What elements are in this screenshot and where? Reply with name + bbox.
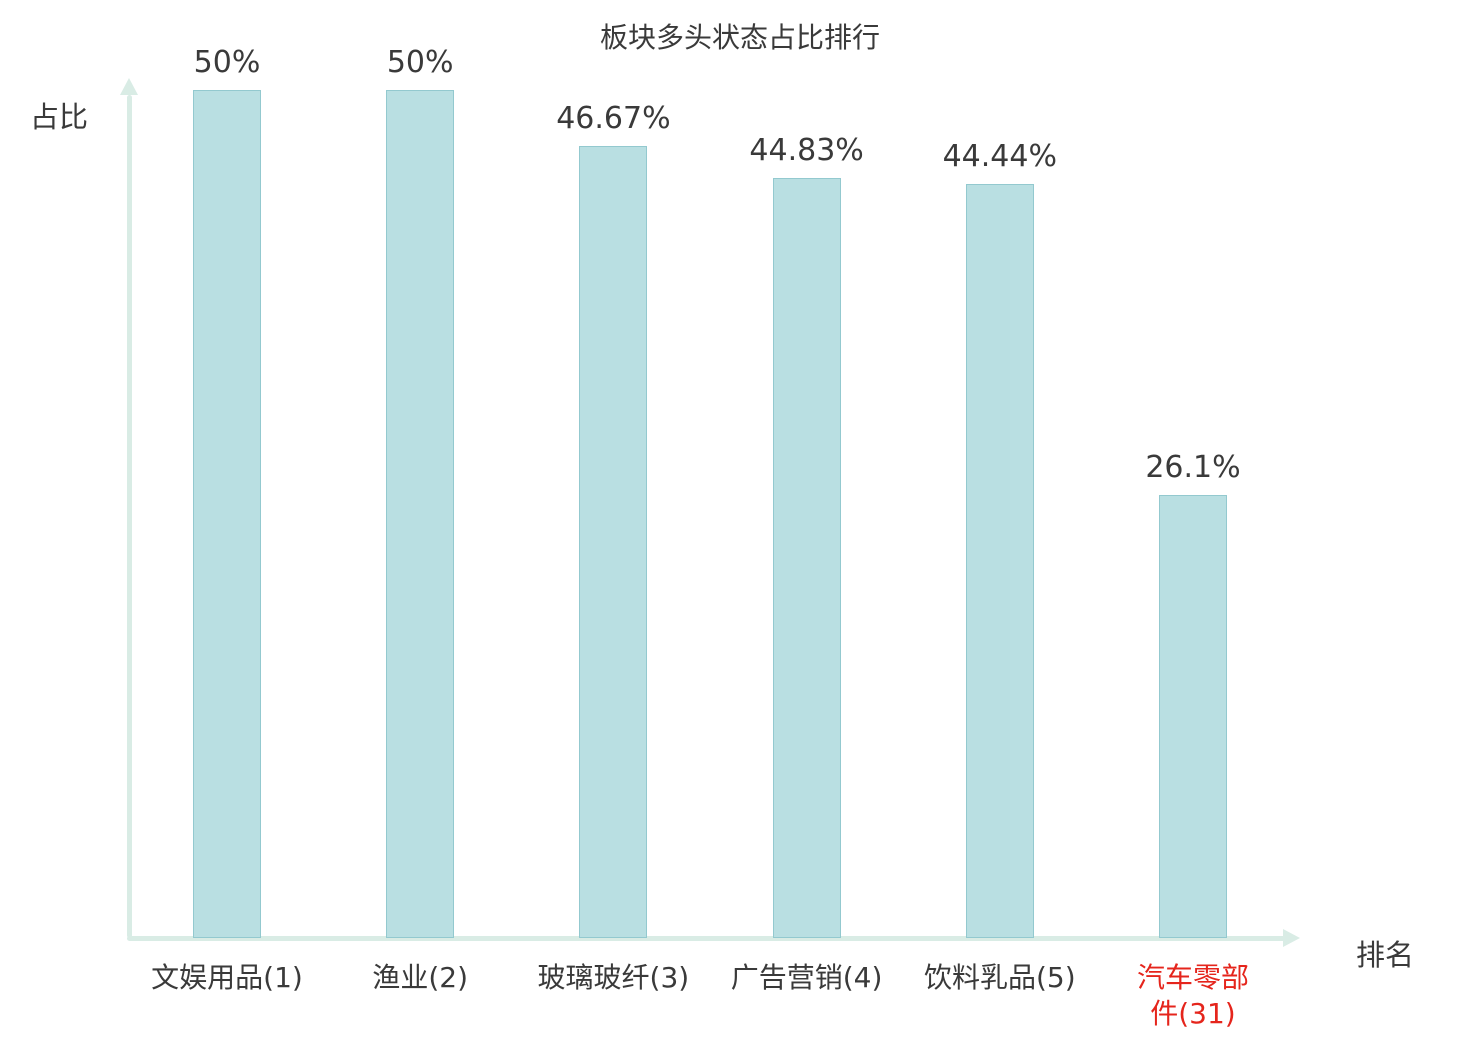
- bar-value-label: 44.44%: [942, 139, 1057, 175]
- y-axis-arrow-icon: [120, 78, 138, 95]
- x-axis-arrow-icon: [1283, 929, 1300, 947]
- bar-category-label: 汽车零部件(31): [1136, 961, 1249, 1031]
- bar: [386, 90, 455, 938]
- bar: [1159, 495, 1227, 938]
- bar-category-label: 玻璃玻纤(3): [537, 961, 690, 994]
- bar: [579, 146, 648, 938]
- y-axis-label: 占比: [30, 100, 89, 134]
- bar-value-label: 50%: [386, 45, 454, 80]
- bar: [193, 90, 261, 938]
- bar: [965, 184, 1034, 938]
- bar: [772, 177, 841, 938]
- bar-value-label: 50%: [193, 45, 261, 80]
- bar-category-label: 广告营销(4): [730, 961, 883, 994]
- bar-category-label: 渔业(2): [372, 961, 469, 994]
- x-axis-label: 排名: [1356, 938, 1415, 972]
- bar-value-label: 46.67%: [556, 101, 671, 137]
- y-axis-line: [127, 95, 132, 938]
- bar-category-label: 饮料乳品(5): [923, 961, 1076, 994]
- chart-title: 板块多头状态占比排行: [599, 21, 880, 54]
- x-axis-line: [127, 936, 1285, 941]
- bar-value-label: 44.83%: [749, 132, 864, 168]
- bar-value-label: 26.1%: [1145, 450, 1241, 486]
- bar-category-label: 文娱用品(1): [151, 961, 303, 994]
